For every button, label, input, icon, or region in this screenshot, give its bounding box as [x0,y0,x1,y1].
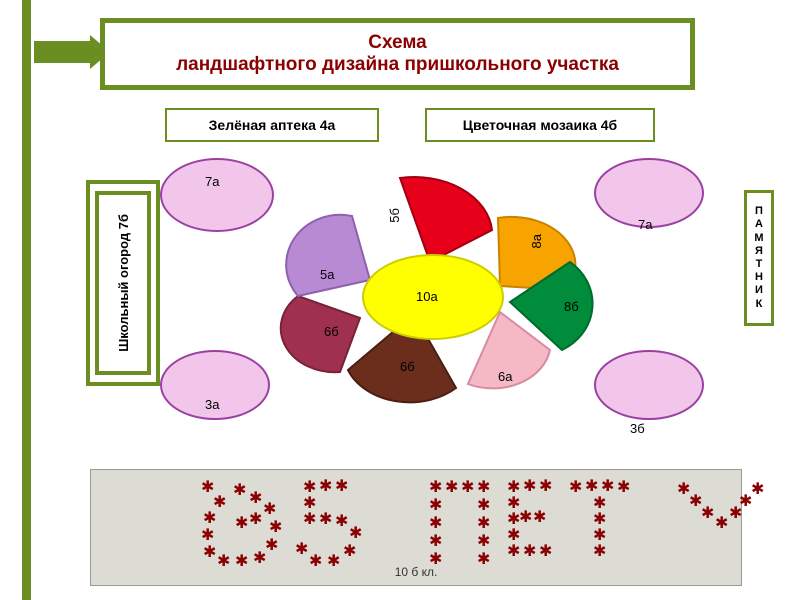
flower-mosaic-label: Цветочная мозаика 4б [463,117,617,133]
star-icon: ✱ [429,536,441,548]
footer-class-label: 10 б кл. [395,565,438,579]
star-icon: ✱ [507,546,519,558]
star-icon: ✱ [249,514,261,526]
star-icon: ✱ [335,516,347,528]
star-icon: ✱ [523,546,535,558]
star-icon: ✱ [429,518,441,530]
left-stripe [22,0,31,600]
zone-label: 5а [320,268,334,281]
star-icon: ✱ [343,546,355,558]
school-garden-box: Школьный огород 7б [86,180,160,386]
title-box: Схема ландшафтного дизайна пришкольного … [100,18,695,90]
star-icon: ✱ [349,528,361,540]
petal-green [510,262,593,350]
star-icon: ✱ [593,530,605,542]
zone-label: 10а [416,290,438,303]
star-icon: ✱ [233,485,245,497]
star-icon: ✱ [539,481,551,493]
star-icon: ✱ [249,493,261,505]
petal-dkpink [281,296,360,372]
star-icon: ✱ [507,482,519,494]
star-icon: ✱ [593,546,605,558]
star-icon: ✱ [507,498,519,510]
star-icon: ✱ [523,481,535,493]
star-icon: ✱ [569,482,581,494]
green-pharmacy-box: Зелёная аптека 4а [165,108,379,142]
zone-label: 6б [400,360,415,373]
star-icon: ✱ [585,481,597,493]
star-icon: ✱ [477,482,489,494]
star-icon: ✱ [201,530,213,542]
star-icon: ✱ [213,497,225,509]
star-icon: ✱ [429,482,441,494]
star-icon: ✱ [203,547,215,559]
star-icon: ✱ [445,482,457,494]
star-icon: ✱ [201,482,213,494]
school-garden-inner: Школьный огород 7б [95,191,151,375]
star-icon: ✱ [303,498,315,510]
zone-label: 8б [564,300,579,313]
star-icon: ✱ [739,496,751,508]
star-icon: ✱ [477,536,489,548]
star-icon: ✱ [429,500,441,512]
star-icon: ✱ [477,500,489,512]
ellipse-pink1 [160,158,274,232]
star-icon: ✱ [269,522,281,534]
zone-label: 7а [205,175,219,188]
star-icon: ✱ [539,546,551,558]
petal-red [400,177,492,262]
petal-orange [498,217,575,290]
star-icon: ✱ [533,512,545,524]
zone-label: 5б [388,208,401,223]
star-icon: ✱ [689,496,701,508]
star-icon: ✱ [477,518,489,530]
title-line2: ландшафтного дизайна пришкольного участк… [176,54,619,76]
footer-box: ✱✱✱✱✱✱✱✱✱✱✱✱✱✱✱✱✱✱✱✱✱✱✱✱✱✱✱✱✱✱✱✱✱✱✱✱✱✱✱✱… [90,469,742,586]
star-icon: ✱ [601,481,613,493]
star-icon: ✱ [519,512,531,524]
star-icon: ✱ [203,513,215,525]
star-icon: ✱ [477,554,489,566]
zone-label: 3а [205,398,219,411]
star-icon: ✱ [235,556,247,568]
star-icon: ✱ [617,482,629,494]
star-icon: ✱ [327,556,339,568]
star-icon: ✱ [309,556,321,568]
star-icon: ✱ [461,482,473,494]
school-garden-label: Школьный огород 7б [116,214,131,352]
zone-label: 6а [498,370,512,383]
star-icon: ✱ [295,544,307,556]
ellipse-pink4 [594,350,704,420]
star-icon: ✱ [235,518,247,530]
flower-mosaic-box: Цветочная мозаика 4б [425,108,655,142]
star-icon: ✱ [677,484,689,496]
star-icon: ✱ [715,518,727,530]
star-icon: ✱ [253,553,265,565]
zone-label: 8а [530,234,543,248]
star-icon: ✱ [751,484,763,496]
star-icon: ✱ [265,540,277,552]
star-icon: ✱ [507,530,519,542]
star-icon: ✱ [593,498,605,510]
star-icon: ✱ [319,514,331,526]
star-icon: ✱ [303,482,315,494]
petal-purple [286,215,370,296]
zone-label: 3б [630,422,645,435]
star-icon: ✱ [701,508,713,520]
star-icon: ✱ [217,556,229,568]
zone-label: 7а [638,218,652,231]
monument-label: ПАМЯТНИК [754,205,763,311]
zone-label: 6б [324,325,339,338]
monument-box: ПАМЯТНИК [744,190,774,326]
title-line1: Схема [368,32,427,54]
star-icon: ✱ [335,481,347,493]
star-icon: ✱ [319,481,331,493]
star-icon: ✱ [303,514,315,526]
green-pharmacy-label: Зелёная аптека 4а [209,117,336,133]
star-icon: ✱ [593,514,605,526]
star-icon: ✱ [507,514,519,526]
star-icon: ✱ [263,504,275,516]
